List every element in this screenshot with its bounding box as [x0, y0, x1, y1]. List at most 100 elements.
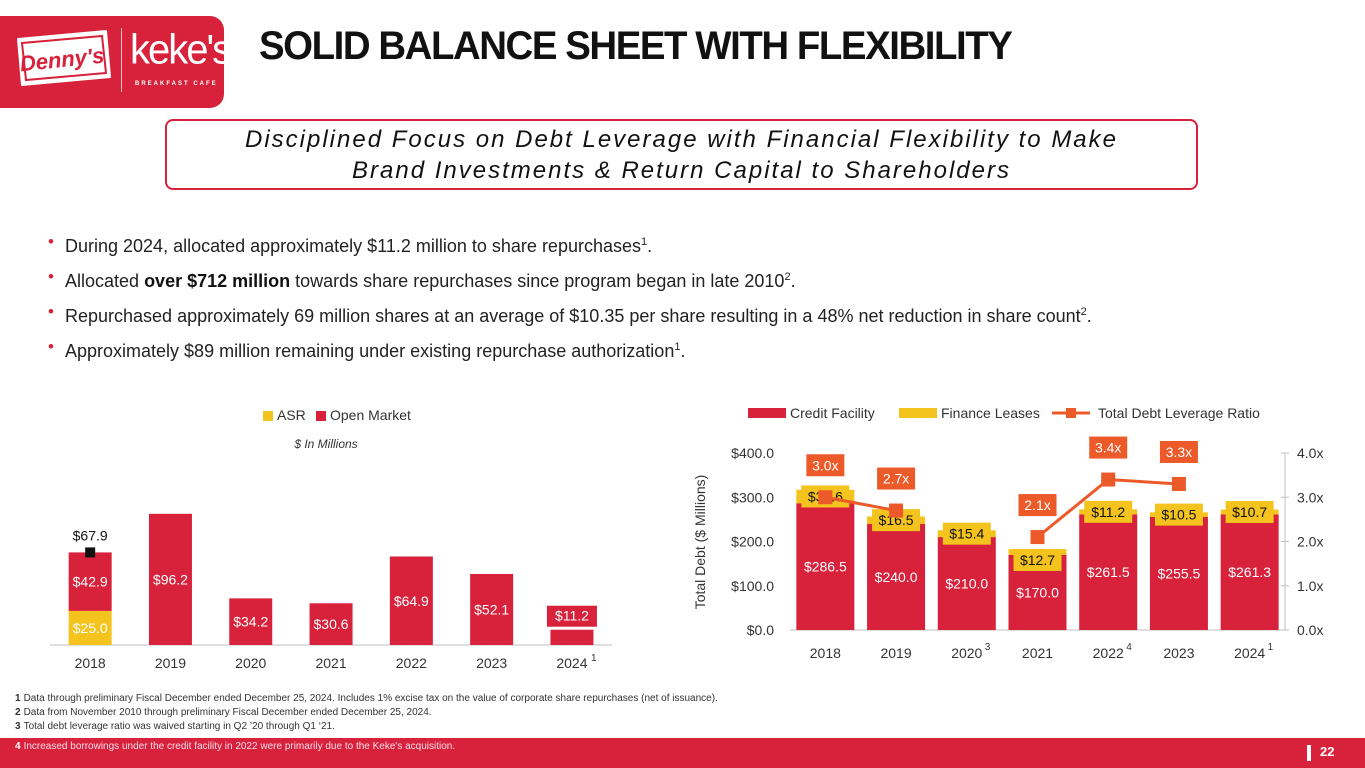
y-axis-label: Total Debt ($ Millions)	[692, 475, 708, 610]
data-label: $12.7	[1020, 552, 1055, 568]
x-tick-label: 2023	[1163, 645, 1194, 661]
bullet-item: • Allocated over $712 million towards sha…	[48, 267, 796, 291]
y2-tick-label: 1.0x	[1297, 578, 1323, 594]
x-tick-label: 2018	[75, 655, 106, 671]
y2-tick-label: 2.0x	[1297, 534, 1323, 550]
data-label: $261.3	[1228, 564, 1271, 580]
data-label: $170.0	[1016, 584, 1059, 600]
bar-open-market	[68, 552, 112, 611]
callout-box: Disciplined Focus on Debt Leverage with …	[165, 119, 1198, 190]
legend-label: Credit Facility	[790, 405, 875, 421]
y-tick-label: $200.0	[731, 534, 774, 550]
leverage-label: 3.0x	[812, 457, 838, 473]
leverage-label-box	[1089, 436, 1128, 459]
x-tick-label: 2023	[476, 655, 507, 671]
footnote: 3 Total debt leverage ratio was waived st…	[15, 721, 335, 732]
leverage-marker	[1171, 476, 1186, 491]
bar-open-market	[229, 598, 273, 645]
x-tick-sup: 1	[591, 653, 597, 664]
legend-label: Finance Leases	[941, 405, 1040, 421]
x-tick-label: 2021	[1022, 645, 1053, 661]
legend-swatch	[316, 411, 326, 421]
footnote: 4 Increased borrowings under the credit f…	[15, 741, 456, 752]
x-tick-label: 2019	[155, 655, 186, 671]
data-label: $52.1	[474, 601, 509, 617]
data-label: $16.5	[879, 512, 914, 528]
data-label: $25.0	[73, 620, 108, 636]
bar-credit-facility	[796, 503, 855, 630]
leverage-label-box	[1159, 440, 1198, 463]
bar-asr	[68, 610, 112, 645]
bar-credit-facility	[1220, 514, 1279, 630]
chart-subtitle: $ In Millions	[293, 437, 357, 451]
data-label: $255.5	[1158, 565, 1201, 581]
page-mark	[1307, 745, 1311, 761]
bar-credit-facility	[937, 537, 996, 630]
total-marker	[85, 547, 96, 558]
callout-text: Disciplined Focus on Debt Leverage with …	[245, 125, 1118, 184]
y-tick-label: $400.0	[731, 445, 774, 461]
legend-swatch	[748, 408, 786, 418]
data-label: $11.2	[555, 608, 589, 624]
data-label-box	[546, 605, 597, 627]
leverage-line	[825, 495, 897, 512]
legend-swatch	[899, 408, 937, 418]
leverage-label-box	[877, 467, 916, 490]
bullet-item: • Approximately $89 million remaining und…	[48, 337, 686, 361]
total-label: $67.9	[73, 527, 108, 543]
bar-credit-facility	[1079, 514, 1138, 630]
kekes-logo: keke's	[130, 26, 232, 74]
x-tick-label: 2019	[880, 645, 911, 661]
leverage-label-box	[806, 454, 845, 477]
leverage-label: 3.3x	[1166, 444, 1192, 460]
footnotes: 1 Data through preliminary Fiscal Decembe…	[15, 692, 718, 734]
data-label-box	[942, 522, 991, 545]
data-label: $286.5	[804, 559, 847, 575]
x-tick-label: 2022	[396, 655, 427, 671]
data-label: $11.2	[1091, 504, 1125, 520]
logo-divider	[121, 28, 122, 92]
debt-chart: Credit Facility Finance Leases Total Debt …	[692, 405, 1323, 661]
leverage-marker	[1101, 472, 1116, 487]
leverage-marker	[889, 503, 904, 518]
footnote: 1 Data through preliminary Fiscal Decembe…	[15, 693, 718, 704]
data-label: $42.9	[73, 574, 108, 590]
chart-legend: Credit Facility Finance Leases Total Debt …	[748, 405, 1260, 421]
chart-legend: ASR Open Market	[263, 407, 411, 423]
x-tick-label: 2022	[1093, 645, 1124, 661]
y-tick-label: $0.0	[747, 622, 774, 638]
x-tick-label: 2024	[556, 655, 587, 671]
kekes-logo-subtitle: BREAKFAST CAFE	[135, 81, 218, 87]
bar-credit-facility	[867, 523, 926, 630]
bullet-list: • During 2024, allocated approximately $1…	[48, 230, 1092, 370]
leverage-marker	[1030, 530, 1045, 545]
legend-marker	[1066, 408, 1076, 418]
legend-swatch	[263, 411, 273, 421]
footer-bar	[0, 738, 1365, 768]
y2-tick-label: 0.0x	[1297, 622, 1323, 638]
data-label: $210.0	[945, 576, 988, 592]
bullet-item: • During 2024, allocated approximately $1…	[48, 232, 653, 256]
bar-open-market	[389, 556, 433, 645]
x-tick-sup: 4	[1126, 642, 1132, 653]
page-number: 22	[1320, 744, 1335, 759]
data-label: $30.6	[314, 616, 349, 632]
leverage-label: 2.1x	[1024, 497, 1050, 513]
leverage-label: 3.4x	[1095, 440, 1121, 456]
data-label-box	[1084, 500, 1133, 523]
data-label: $64.9	[394, 593, 429, 609]
leverage-marker	[818, 490, 833, 505]
repurchases-chart: ASR Open Market $ In Millions $25.0 $42.9 201…	[50, 407, 613, 671]
data-label: $34.2	[233, 614, 268, 630]
x-tick-label: 2018	[810, 645, 841, 661]
data-label-box	[1225, 501, 1274, 524]
x-tick-label: 2024	[1234, 645, 1265, 661]
y2-tick-label: 4.0x	[1297, 445, 1323, 461]
legend-label: Open Market	[330, 407, 411, 423]
data-label-box	[1013, 548, 1062, 571]
data-label-box	[1154, 503, 1203, 526]
data-label: $10.5	[1161, 507, 1196, 523]
data-label: $15.4	[949, 526, 984, 542]
y2-tick-label: 3.0x	[1297, 489, 1323, 505]
legend-label: Total Debt Leverage Ratio	[1098, 405, 1260, 421]
